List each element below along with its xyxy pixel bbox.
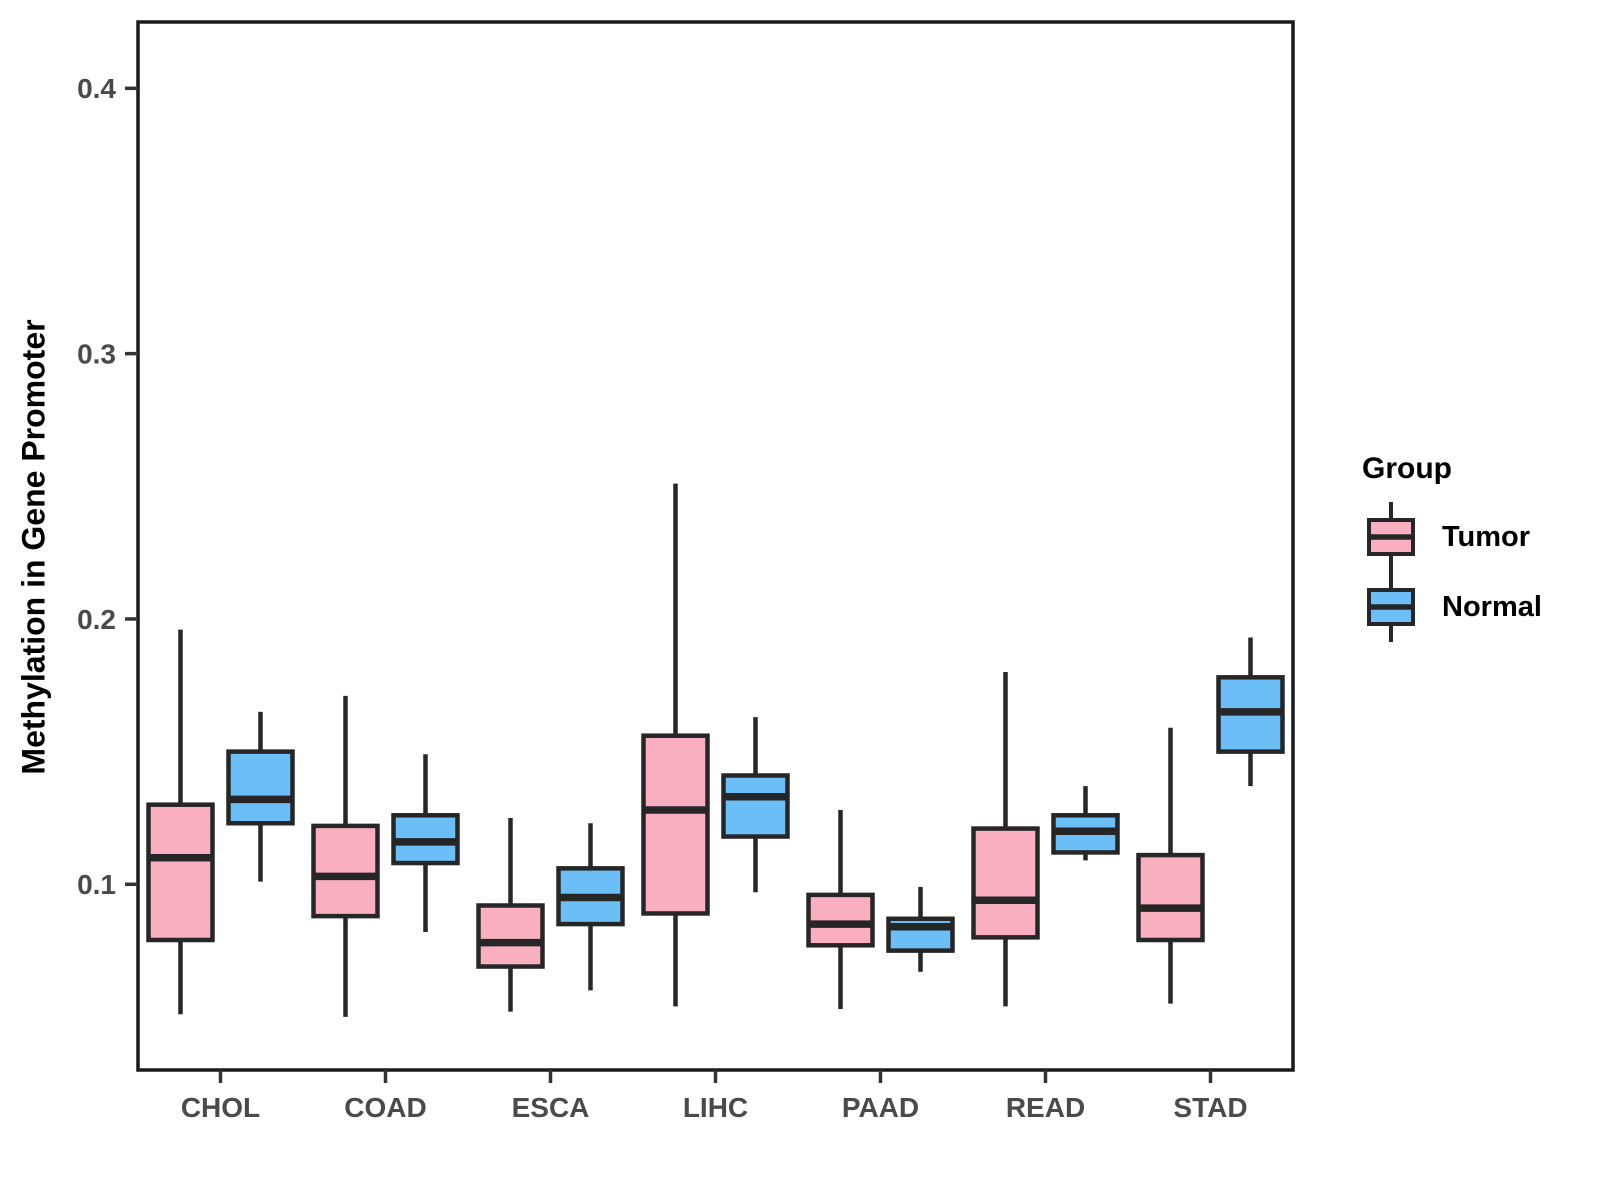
y-axis-title: Methylation in Gene Promoter xyxy=(15,319,52,775)
legend-label-tumor: Tumor xyxy=(1442,520,1531,553)
legend-title: Group xyxy=(1362,452,1452,485)
legend-items: Tumor Normal xyxy=(1362,502,1542,642)
tumor-box-paad xyxy=(806,892,875,948)
y-tick-label: 0.2 xyxy=(77,604,116,635)
y-tick-label: 0.1 xyxy=(77,869,116,900)
normal-box-lihc xyxy=(721,773,790,839)
legend-item-tumor: Tumor xyxy=(1362,502,1542,572)
legend-key-normal-boxplot-icon xyxy=(1367,572,1415,642)
y-tick-label: 0.3 xyxy=(77,338,116,369)
legend-label-normal: Normal xyxy=(1442,590,1542,623)
legend: Group Tumor Normal xyxy=(1362,452,1542,642)
tumor-box-chol xyxy=(146,802,215,943)
tumor-box-coad xyxy=(311,823,380,919)
tumor-box-esca xyxy=(476,903,545,969)
y-tick-label: 0.4 xyxy=(77,73,116,104)
legend-item-normal: Normal xyxy=(1362,572,1542,642)
x-tick-label-esca: ESCA xyxy=(512,1092,590,1123)
x-tick-label-lihc: LIHC xyxy=(683,1092,748,1123)
x-tick-label-coad: COAD xyxy=(344,1092,426,1123)
tumor-box-lihc xyxy=(641,733,710,916)
tumor-box-stad xyxy=(1136,852,1205,943)
x-tick-label-read: READ xyxy=(1006,1092,1085,1123)
legend-key-tumor-boxplot-icon xyxy=(1367,502,1415,572)
x-tick-label-paad: PAAD xyxy=(842,1092,919,1123)
x-tick-label-chol: CHOL xyxy=(181,1092,260,1123)
tumor-box-read xyxy=(971,826,1040,940)
normal-box-chol xyxy=(226,749,295,826)
x-tick-label-stad: STAD xyxy=(1173,1092,1247,1123)
